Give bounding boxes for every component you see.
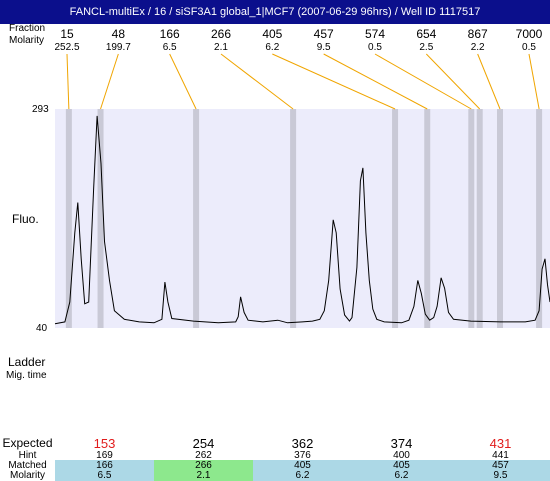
- fragment-molarity-label: 9.5: [317, 42, 331, 53]
- hint-row: 169 262 376 400 441: [55, 450, 550, 461]
- fragment-size-label: 405: [262, 27, 282, 41]
- fragment-size-label: 166: [160, 27, 180, 41]
- fragment-molarity-label: 6.2: [265, 42, 279, 53]
- hint-value: 400: [393, 450, 410, 461]
- marker-band: [476, 109, 483, 328]
- fragment-size-label: 266: [211, 27, 231, 41]
- hint-value: 376: [294, 450, 311, 461]
- y-min-label: 40: [36, 323, 48, 334]
- molarity-value: 6.2: [394, 470, 409, 481]
- leader-line: [528, 53, 540, 110]
- marker-band: [424, 109, 431, 328]
- leader-line: [272, 53, 396, 110]
- fragment-molarity-label: 6.5: [163, 42, 177, 53]
- leader-line: [425, 53, 481, 110]
- fragment-size-label: 867: [468, 27, 488, 41]
- marker-band: [392, 109, 399, 328]
- y-max-label: 293: [32, 104, 49, 115]
- hint-row-label: Hint: [18, 450, 37, 461]
- matched-value: 405: [393, 460, 410, 471]
- fragment-size-label: 654: [416, 27, 436, 41]
- fragment-size-label: 7000: [516, 27, 543, 41]
- fragment-molarity-label: 199.7: [106, 42, 131, 53]
- fragment-molarity-label: 2.1: [214, 42, 228, 53]
- marker-band: [468, 109, 475, 328]
- window-title: FANCL-multiEx / 16 / siSF3A1 global_1|MC…: [0, 0, 550, 24]
- leader-line: [100, 53, 119, 110]
- expected-value: 254: [192, 436, 215, 451]
- molarity-row-label: Molarity: [9, 470, 45, 481]
- expected-value: 431: [489, 436, 512, 451]
- molarity-row: 6.5 2.1 6.2 6.2 9.5: [55, 470, 550, 481]
- matched-value: 457: [492, 460, 509, 471]
- fragment-molarity-label: 2.2: [471, 42, 485, 53]
- hint-value: 441: [492, 450, 509, 461]
- fragment-size-label: 15: [60, 27, 74, 41]
- mig-time-label: Mig. time: [6, 370, 47, 381]
- leader-line: [477, 53, 501, 110]
- hint-value: 169: [96, 450, 113, 461]
- marker-band: [65, 109, 72, 328]
- leader-lines: [66, 53, 540, 110]
- plot-area: [55, 109, 550, 328]
- molarity-value: 9.5: [493, 470, 508, 481]
- molarity-value: 6.2: [295, 470, 310, 481]
- leader-line: [66, 53, 70, 110]
- ladder-label: Ladder: [8, 355, 46, 369]
- leader-line: [374, 53, 472, 110]
- matched-row: 166 266 405 405 457: [55, 460, 550, 471]
- marker-band: [97, 109, 104, 328]
- fluorescence-trace: [54, 115, 550, 325]
- marker-band: [497, 109, 504, 328]
- matched-value: 405: [294, 460, 311, 471]
- fragment-size-label: 574: [365, 27, 385, 41]
- molarity-label: Molarity: [9, 35, 45, 46]
- molarity-value: 6.5: [97, 470, 112, 481]
- leader-line: [323, 53, 428, 110]
- fragment-molarity-label: 0.5: [368, 42, 382, 53]
- leader-line: [220, 53, 294, 110]
- marker-band: [290, 109, 297, 328]
- fragment-molarity-label: 252.5: [54, 42, 79, 53]
- fragment-molarity-label: 0.5: [522, 42, 536, 53]
- fluo-axis-label: Fluo.: [12, 212, 39, 226]
- expected-row-label: Expected: [2, 436, 53, 450]
- expected-value: 362: [291, 436, 314, 451]
- marker-band: [193, 109, 200, 328]
- marker-band: [536, 109, 543, 328]
- matched-value: 166: [96, 460, 113, 471]
- expected-row: 153 254 362 374 431: [55, 436, 550, 451]
- fraction-size-label: Fraction: [9, 23, 46, 34]
- molarity-value: 2.1: [154, 470, 253, 481]
- hint-value: 262: [195, 450, 212, 461]
- expected-value: 374: [390, 436, 413, 451]
- fragment-size-label: 457: [314, 27, 334, 41]
- marker-bands: [65, 109, 543, 328]
- fragment-molarity-label: 2.5: [419, 42, 433, 53]
- matched-row-label: Matched: [8, 460, 47, 471]
- matched-value: 266: [154, 460, 253, 471]
- expected-value: 153: [93, 436, 116, 451]
- fragment-size-label: 48: [112, 27, 126, 41]
- leader-line: [169, 53, 197, 110]
